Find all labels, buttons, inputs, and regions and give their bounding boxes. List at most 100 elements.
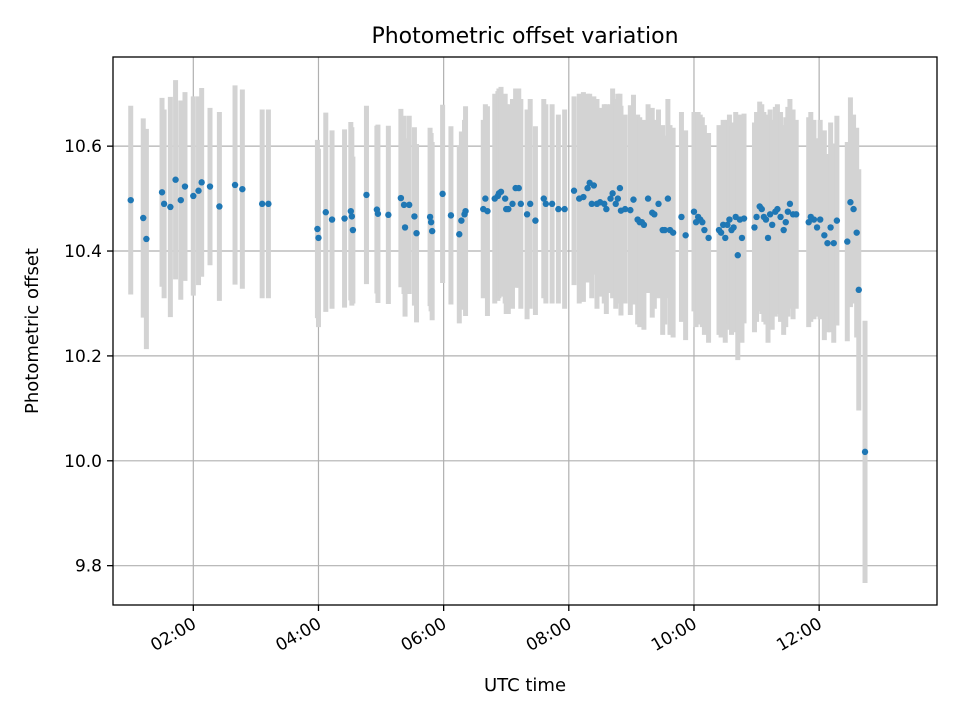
error-bars bbox=[128, 80, 868, 583]
data-point bbox=[699, 218, 706, 226]
data-point bbox=[690, 208, 698, 215]
y-tick-label: 9.8 bbox=[75, 557, 102, 577]
data-point bbox=[374, 210, 382, 217]
data-point bbox=[406, 201, 413, 209]
data-point bbox=[782, 218, 789, 226]
data-point bbox=[167, 203, 174, 211]
y-axis-label: Photometric offset bbox=[22, 248, 43, 414]
data-point bbox=[482, 195, 489, 202]
data-point bbox=[853, 229, 860, 236]
data-point bbox=[542, 200, 550, 208]
data-point bbox=[363, 191, 370, 199]
data-point bbox=[397, 194, 405, 202]
data-point bbox=[726, 216, 733, 223]
data-point bbox=[548, 200, 556, 208]
data-point bbox=[762, 216, 770, 223]
x-tick-label: 04:00 bbox=[273, 614, 325, 656]
data-point bbox=[527, 200, 534, 208]
data-point bbox=[580, 193, 587, 201]
y-axis-ticks: 9.8 10.0 10.2 10.4 10.6 bbox=[64, 137, 113, 577]
data-point bbox=[497, 188, 505, 195]
data-point bbox=[805, 218, 812, 226]
x-tick-label: 02:00 bbox=[147, 614, 199, 656]
data-point bbox=[603, 205, 610, 213]
data-point bbox=[570, 187, 578, 194]
data-point bbox=[426, 213, 434, 221]
data-point bbox=[322, 209, 329, 216]
data-point bbox=[428, 227, 436, 235]
data-point bbox=[830, 239, 837, 247]
data-point bbox=[427, 218, 435, 226]
data-point bbox=[447, 212, 455, 219]
data-point bbox=[601, 200, 608, 208]
data-point bbox=[198, 179, 205, 186]
data-point bbox=[349, 226, 357, 234]
data-point bbox=[810, 216, 818, 223]
data-point bbox=[644, 195, 652, 202]
data-point bbox=[758, 205, 765, 213]
x-axis-label: UTC time bbox=[484, 675, 566, 696]
data-point bbox=[401, 224, 409, 231]
data-point bbox=[861, 448, 869, 456]
data-point bbox=[651, 211, 658, 218]
x-tick-label: 12:00 bbox=[773, 614, 825, 656]
data-point bbox=[844, 238, 851, 245]
data-point bbox=[855, 286, 862, 294]
y-tick-label: 10.4 bbox=[64, 242, 102, 262]
data-point bbox=[315, 234, 322, 242]
data-point bbox=[258, 200, 266, 208]
data-point bbox=[411, 213, 418, 220]
data-point bbox=[774, 205, 781, 213]
data-point bbox=[515, 184, 522, 192]
data-point bbox=[140, 214, 147, 222]
data-point bbox=[682, 232, 689, 239]
data-point bbox=[722, 234, 729, 242]
data-point bbox=[777, 213, 784, 221]
data-point bbox=[630, 196, 637, 203]
data-point bbox=[730, 224, 737, 231]
data-point bbox=[348, 213, 356, 220]
data-point bbox=[827, 224, 834, 231]
data-point bbox=[458, 217, 465, 224]
data-point bbox=[764, 234, 772, 242]
data-point bbox=[462, 207, 469, 215]
data-point bbox=[347, 207, 355, 215]
x-tick-label: 06:00 bbox=[398, 614, 450, 656]
data-point bbox=[821, 232, 828, 239]
data-point bbox=[640, 221, 648, 229]
y-tick-label: 10.6 bbox=[64, 137, 102, 157]
data-point bbox=[517, 200, 525, 208]
data-point bbox=[612, 200, 619, 208]
data-point bbox=[813, 224, 821, 231]
data-point bbox=[816, 216, 824, 223]
data-point bbox=[341, 215, 348, 222]
data-point bbox=[400, 201, 408, 209]
data-point bbox=[239, 185, 246, 193]
chart-title: Photometric offset variation bbox=[371, 24, 678, 49]
x-axis-ticks: 02:00 04:00 06:00 08:00 10:00 12:00 bbox=[147, 605, 826, 656]
x-tick-label: 08:00 bbox=[523, 614, 575, 656]
data-point bbox=[701, 226, 708, 234]
x-tick-label: 10:00 bbox=[648, 614, 700, 656]
data-point bbox=[328, 216, 336, 223]
data-point bbox=[705, 234, 712, 242]
data-points bbox=[127, 176, 869, 456]
data-point bbox=[614, 195, 622, 202]
data-point bbox=[158, 189, 166, 196]
data-point bbox=[850, 205, 857, 213]
data-point bbox=[717, 229, 725, 236]
data-point bbox=[621, 205, 629, 213]
data-point bbox=[509, 200, 516, 208]
data-point bbox=[540, 195, 547, 202]
data-point bbox=[385, 211, 392, 219]
plot-frame bbox=[112, 56, 938, 606]
data-point bbox=[607, 195, 614, 202]
data-point bbox=[523, 211, 531, 218]
data-point bbox=[172, 176, 179, 183]
data-point bbox=[561, 205, 568, 213]
data-point bbox=[439, 190, 446, 198]
data-point bbox=[555, 205, 562, 213]
data-point bbox=[753, 213, 760, 221]
data-point bbox=[584, 184, 591, 192]
